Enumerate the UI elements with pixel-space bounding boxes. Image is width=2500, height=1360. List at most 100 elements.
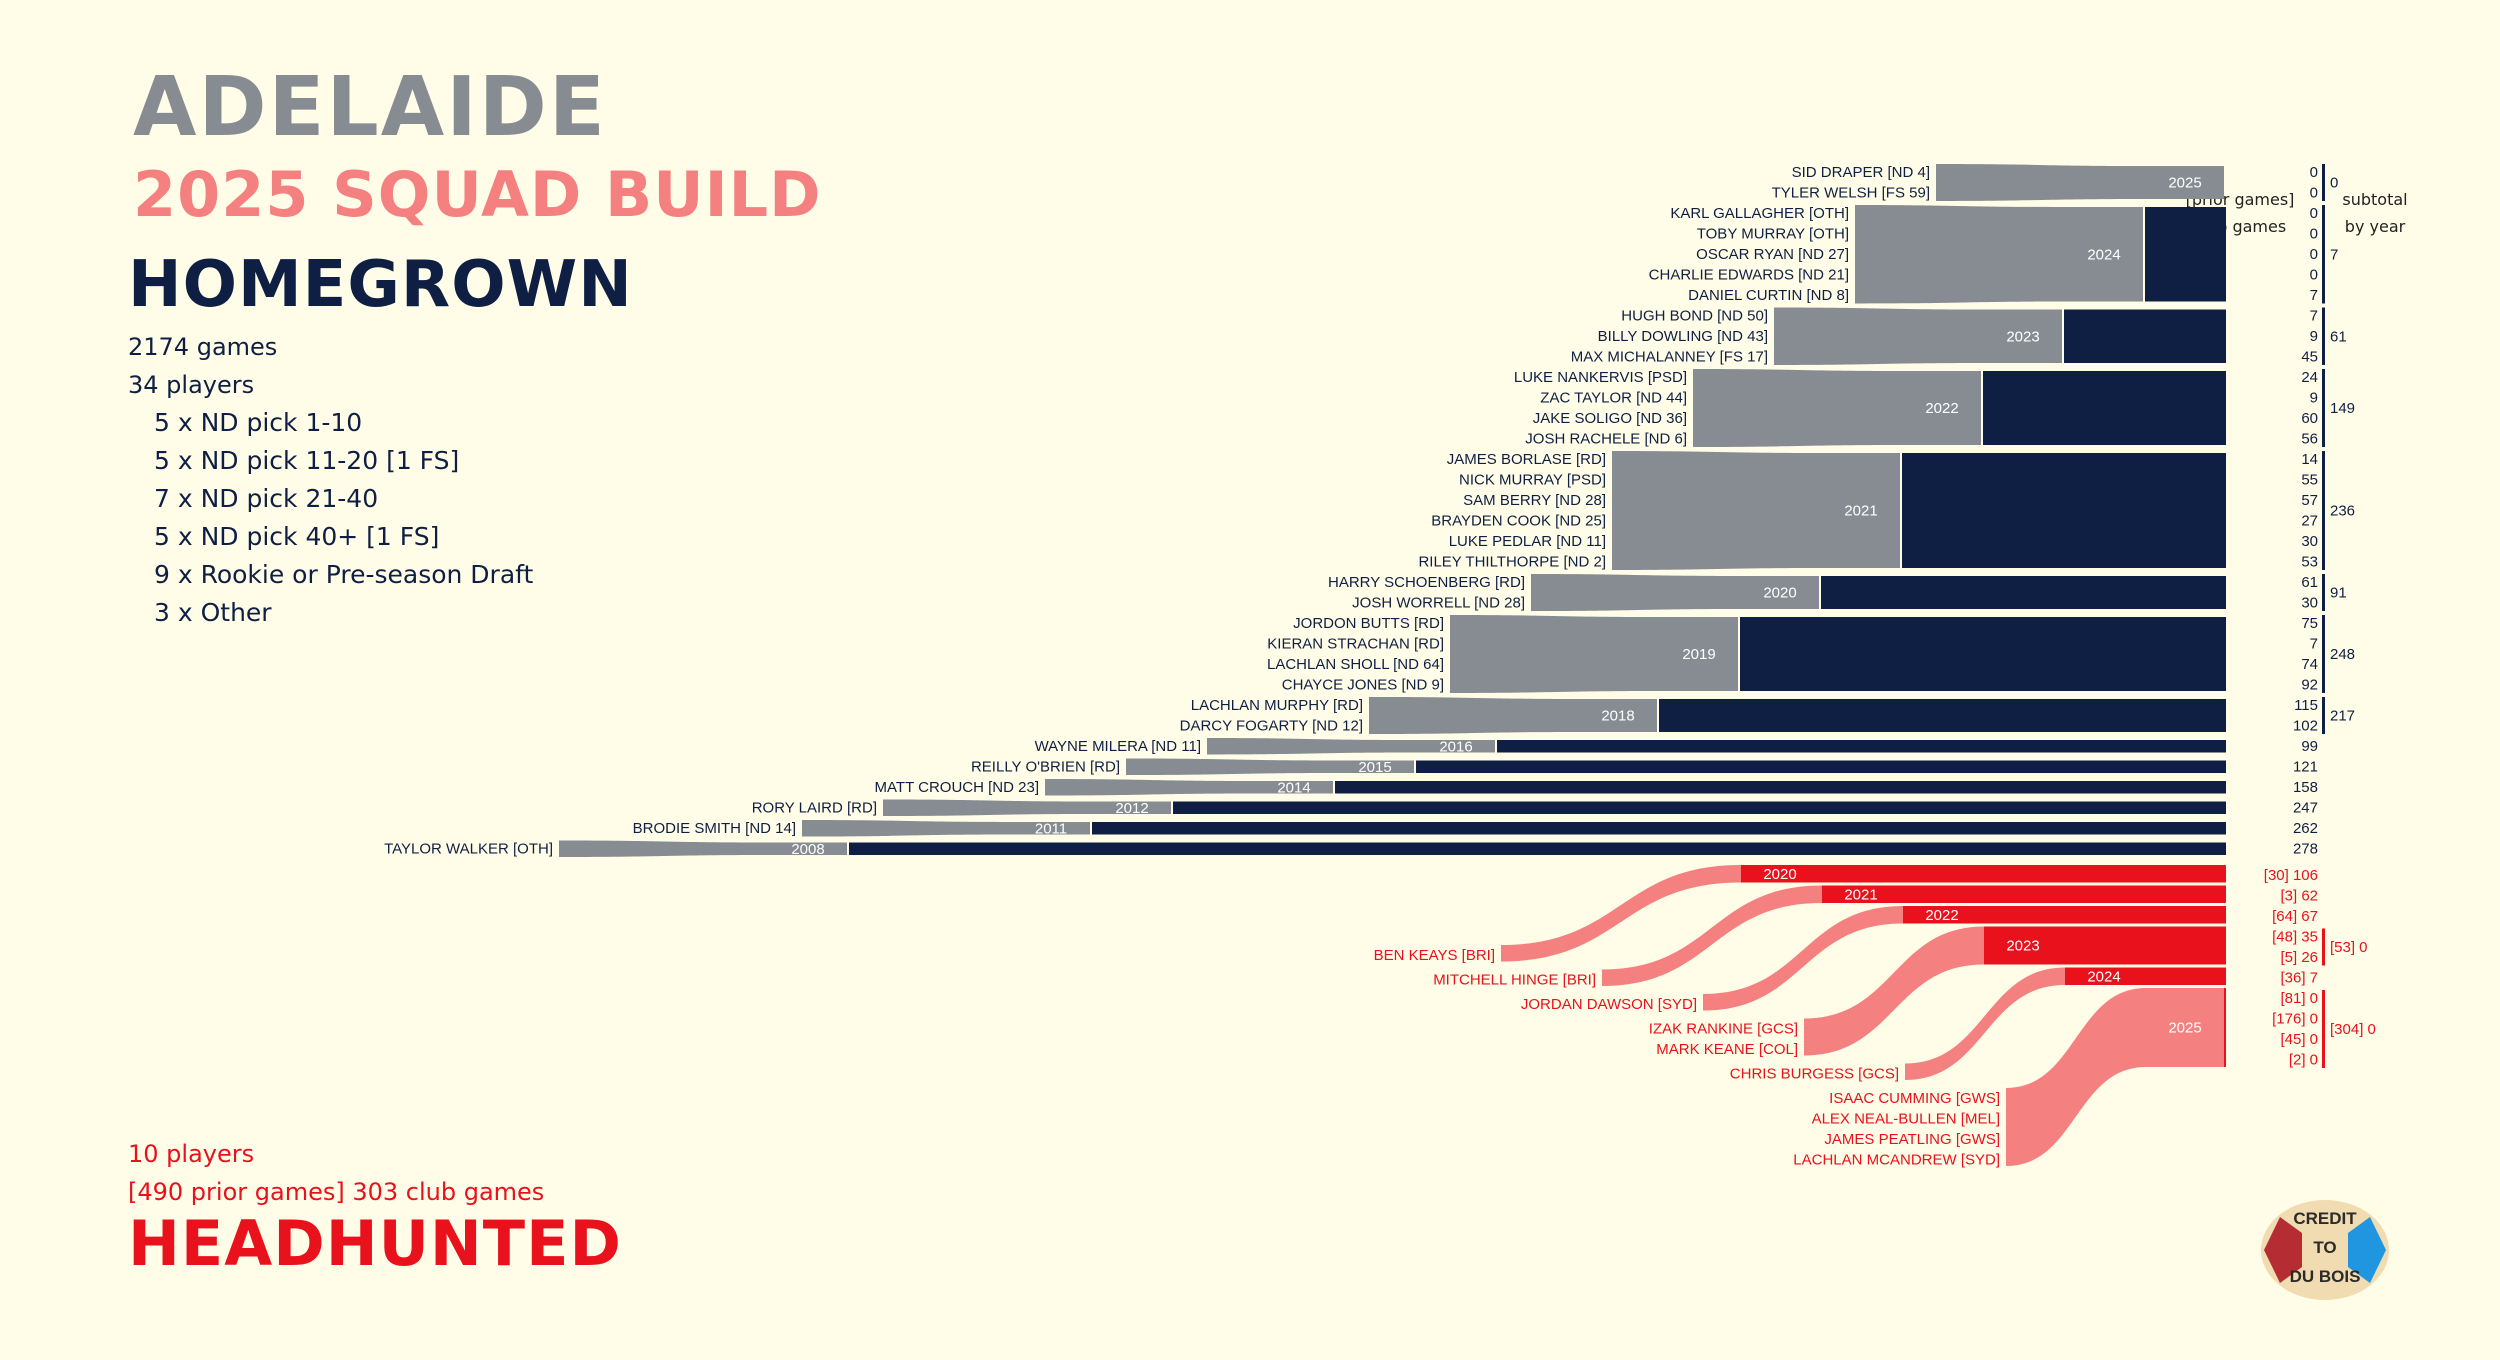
year-label: 2023 (2006, 328, 2039, 345)
headhunted-label: IZAK RANKINE [GCS] (1649, 1021, 1798, 1038)
logo-text-3: DU BOIS (2290, 1267, 2361, 1286)
player-label: DARCY FOGARTY [ND 12] (1180, 718, 1363, 735)
player-games: 53 (2301, 554, 2318, 571)
player-label: TOBY MURRAY [OTH] (1697, 226, 1849, 243)
headhunted-year-box (1741, 865, 1819, 883)
headhunted-year-box (1822, 885, 1900, 903)
homegrown-flow (1693, 369, 1903, 447)
headhunted-games: [64] 67 (2272, 908, 2318, 925)
player-games: 57 (2301, 492, 2318, 509)
headhunted-subtotal: [304] 0 (2330, 1021, 2376, 1038)
player-games: 61 (2301, 574, 2318, 591)
player-label: MATT CROUCH [ND 23] (875, 779, 1039, 796)
club-games-bar (1335, 781, 2226, 794)
player-label: HUGH BOND [ND 50] (1621, 308, 1768, 325)
credit-logo: CREDIT TO DU BOIS (2258, 1197, 2392, 1307)
subtotal-value: 217 (2330, 708, 2355, 725)
headhunted-flow (1804, 926, 1984, 1056)
player-games: 9 (2310, 328, 2318, 345)
headhunted-games: [48] 35 (2272, 929, 2318, 946)
player-label: NICK MURRAY [PSD] (1459, 472, 1606, 489)
player-games: 0 (2310, 246, 2318, 263)
year-box (1012, 822, 1090, 835)
player-games: 0 (2310, 205, 2318, 222)
headhunted-label: JORDAN DAWSON [SYD] (1521, 996, 1697, 1013)
subtotal-bracket (2322, 615, 2325, 693)
club-games-bar (1416, 760, 2226, 773)
homegrown-flow (1126, 758, 1336, 775)
player-label: RORY LAIRD [RD] (752, 800, 877, 817)
logo-text-1: CREDIT (2293, 1209, 2357, 1228)
player-label: BILLY DOWLING [ND 43] (1598, 328, 1768, 345)
squad-build-subtitle: 2025 SQUAD BUILD (133, 158, 822, 231)
logo-right-hex (2348, 1217, 2386, 1283)
player-games: 121 (2293, 759, 2318, 776)
homegrown-flow (1531, 574, 1741, 611)
player-games: 9 (2310, 390, 2318, 407)
year-box (769, 842, 847, 855)
subtotal-bracket (2322, 369, 2325, 447)
headhunted-games: [490 prior games] 303 club games (128, 1178, 545, 1206)
club-games-bar (1173, 801, 2226, 814)
player-label: TYLER WELSH [FS 59] (1772, 185, 1930, 202)
subtotal-value: 7 (2330, 246, 2338, 263)
subtotal-bracket (2322, 574, 2325, 611)
headhunted-year-box (1984, 926, 2062, 965)
homegrown-stats: 2174 games 34 players 5 x ND pick 1-10 5… (128, 328, 533, 632)
headhunted-year-label: 2021 (1844, 886, 1877, 903)
player-games: 7 (2310, 287, 2318, 304)
year-box (2065, 207, 2143, 302)
player-label: RILEY THILTHORPE [ND 2] (1418, 554, 1606, 571)
player-games: 0 (2310, 267, 2318, 284)
headhunted-year-box (2146, 988, 2224, 1067)
player-games: 30 (2301, 533, 2318, 550)
headhunted-year-label: 2023 (2006, 938, 2039, 955)
year-label: 2016 (1439, 738, 1472, 755)
homegrown-players: 34 players (128, 371, 255, 399)
player-games: 7 (2310, 308, 2318, 325)
club-games-bar (849, 842, 2226, 855)
player-games: 75 (2301, 615, 2318, 632)
headhunted-flow (1703, 906, 1903, 1011)
player-label: WAYNE MILERA [ND 11] (1035, 738, 1201, 755)
year-box (1417, 740, 1495, 753)
headhunted-label: ISAAC CUMMING [GWS] (1829, 1090, 2000, 1107)
subtotal-value: 0 (2330, 175, 2338, 192)
headhunted-bar (1822, 885, 2226, 903)
player-label: TAYLOR WALKER [OTH] (384, 841, 553, 858)
year-label: 2012 (1115, 800, 1148, 817)
headhunted-games: [176] 0 (2272, 1011, 2318, 1028)
headhunted-year-label: 2022 (1925, 907, 1958, 924)
homegrown-flow (1369, 697, 1579, 734)
headhunted-flow (2006, 988, 2146, 1166)
subtotal-value: 149 (2330, 400, 2355, 417)
player-games: 24 (2301, 369, 2318, 386)
breakdown-item: 5 x ND pick 11-20 [1 FS] (154, 446, 460, 475)
year-box (1660, 617, 1738, 691)
homegrown-flow (1774, 307, 1984, 365)
year-label: 2022 (1925, 400, 1958, 417)
headhunted-year-box (2065, 967, 2143, 985)
player-games: 115 (2294, 697, 2318, 714)
logo-text-2: TO (2313, 1238, 2336, 1257)
player-label: DANIEL CURTIN [ND 8] (1688, 287, 1849, 304)
homegrown-title: HOMEGROWN (128, 248, 633, 322)
player-games: 74 (2301, 656, 2318, 673)
headhunted-title: HEADHUNTED (128, 1207, 622, 1280)
player-label: JAMES BORLASE [RD] (1447, 451, 1606, 468)
subtotal-header-line2: by year (2344, 217, 2406, 236)
year-label: 2024 (2087, 246, 2120, 263)
headhunted-bar (1741, 865, 2226, 883)
player-label: KARL GALLAGHER [OTH] (1670, 205, 1849, 222)
headhunted-games: [2] 0 (2289, 1052, 2318, 1069)
subtotal-bracket (2322, 164, 2325, 201)
headhunted-year-box (1903, 906, 1981, 924)
player-games: 14 (2301, 451, 2318, 468)
player-label: JORDON BUTTS [RD] (1293, 615, 1444, 632)
homegrown-flow (1612, 451, 1822, 570)
club-games-bar (1092, 822, 2226, 835)
logo-left-hex (2264, 1217, 2302, 1283)
club-games-bar (1902, 453, 2226, 568)
homegrown-flow (802, 820, 1012, 837)
